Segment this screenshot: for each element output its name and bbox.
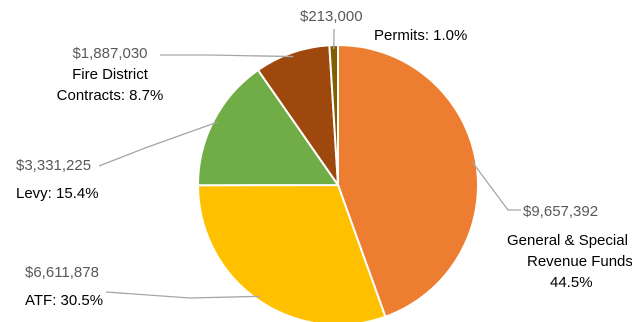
- pie-slice-levy: [196, 68, 340, 187]
- category-label-fire-district-contracts: Fire District: [72, 66, 149, 83]
- amount-label-levy: $3,331,225: [16, 157, 91, 174]
- leader-line-general-special-revenue-funds: [471, 161, 521, 211]
- amount-label-atf: $6,611,878: [25, 264, 99, 281]
- pie-slice-atf: [196, 183, 387, 322]
- category-label-levy: Levy: 15.4%: [16, 185, 99, 202]
- pie-slices: [196, 43, 479, 322]
- leader-line-fire-district-contracts: [160, 54, 294, 58]
- leader-line-levy: [98, 121, 218, 167]
- amount-label-permits: $213,000: [300, 8, 363, 25]
- data-labels: $9,657,392 General & Special Revenue Funds…: [16, 8, 632, 309]
- category-label-fire-district-contracts: Contracts: 8.7%: [57, 87, 164, 104]
- leader-line-atf: [105, 291, 260, 299]
- pie-slice-general-special-revenue-funds: [337, 43, 479, 319]
- amount-label-fire-district-contracts: $1,887,030: [72, 45, 147, 62]
- category-label-general-special-revenue-funds: 44.5%: [550, 274, 593, 291]
- amount-label-general-special-revenue-funds: $9,657,392: [523, 203, 598, 220]
- category-label-permits: Permits: 1.0%: [374, 27, 467, 44]
- category-label-atf: ATF: 30.5%: [25, 292, 103, 309]
- category-label-general-special-revenue-funds: Revenue Funds:: [527, 253, 632, 270]
- category-label-general-special-revenue-funds: General & Special: [507, 232, 628, 249]
- leader-lines: [98, 28, 521, 299]
